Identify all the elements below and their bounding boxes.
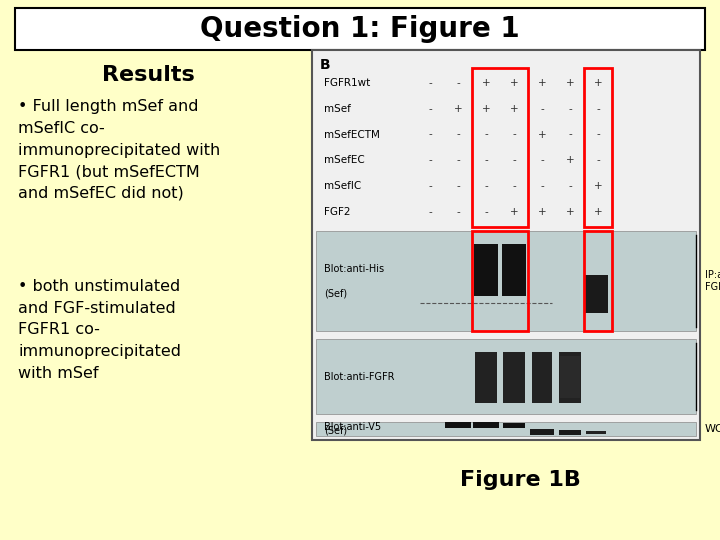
Text: -: - [428, 156, 432, 165]
Text: -: - [456, 181, 460, 191]
Text: -: - [540, 181, 544, 191]
Bar [15, 8, 705, 50]
Bar [316, 231, 696, 331]
Text: Results: Results [102, 65, 194, 85]
Text: WCL: WCL [705, 424, 720, 434]
Text: -: - [456, 207, 460, 217]
Text: -: - [596, 104, 600, 114]
Bar [559, 352, 581, 403]
Text: -: - [428, 181, 432, 191]
Text: -: - [484, 156, 488, 165]
Text: mSef: mSef [324, 104, 351, 114]
Text: -: - [428, 130, 432, 139]
Text: +: + [594, 207, 603, 217]
Text: Blot:anti-V5: Blot:anti-V5 [324, 422, 381, 432]
Text: mSefEC: mSefEC [324, 156, 365, 165]
Bar [584, 231, 612, 331]
Bar [475, 352, 497, 403]
Bar [312, 50, 700, 440]
Text: +: + [566, 207, 575, 217]
Text: +: + [538, 130, 546, 139]
Text: +: + [566, 78, 575, 88]
Bar [530, 429, 554, 435]
Text: -: - [456, 130, 460, 139]
Text: (Sef): (Sef) [324, 288, 347, 298]
Text: -: - [428, 207, 432, 217]
Text: Blot:anti-FGFR: Blot:anti-FGFR [324, 372, 395, 381]
Text: -: - [456, 156, 460, 165]
Text: +: + [594, 78, 603, 88]
Bar [559, 430, 581, 435]
Bar [474, 244, 498, 296]
Bar [502, 244, 526, 296]
Text: -: - [568, 130, 572, 139]
Bar [503, 423, 525, 428]
Text: FGF2: FGF2 [324, 207, 351, 217]
Text: • both unstimulated
and FGF-stimulated
FGFR1 co-
immunoprecipitated
with mSef: • both unstimulated and FGF-stimulated F… [18, 279, 181, 381]
Bar [445, 422, 471, 428]
Text: -: - [540, 104, 544, 114]
Text: -: - [512, 181, 516, 191]
Text: +: + [538, 78, 546, 88]
Bar [503, 352, 525, 403]
Text: -: - [484, 207, 488, 217]
Text: -: - [428, 104, 432, 114]
Bar [472, 231, 528, 331]
Bar [586, 431, 606, 434]
Bar [316, 339, 696, 414]
Text: -: - [456, 78, 460, 88]
Text: Question 1: Figure 1: Question 1: Figure 1 [200, 15, 520, 43]
Text: -: - [484, 181, 488, 191]
Text: mSefECTM: mSefECTM [324, 130, 380, 139]
Text: +: + [510, 104, 518, 114]
Text: B: B [320, 58, 330, 72]
Bar [532, 352, 552, 403]
Text: IP:anti-
FGFR: IP:anti- FGFR [705, 270, 720, 292]
Text: -: - [484, 130, 488, 139]
Bar [316, 422, 696, 436]
Text: -: - [568, 104, 572, 114]
Text: • Full length mSef and
mSefIC co-
immunoprecipitated with
FGFR1 (but mSefECTM
an: • Full length mSef and mSefIC co- immuno… [18, 99, 220, 201]
Text: +: + [594, 181, 603, 191]
Text: -: - [596, 130, 600, 139]
Text: -: - [428, 78, 432, 88]
Text: Blot:anti-His: Blot:anti-His [324, 264, 384, 274]
Text: -: - [512, 156, 516, 165]
Text: +: + [482, 78, 490, 88]
Text: +: + [454, 104, 462, 114]
Bar [473, 422, 499, 428]
Text: +: + [510, 78, 518, 88]
Text: FGFR1wt: FGFR1wt [324, 78, 370, 88]
Text: +: + [538, 207, 546, 217]
Bar [560, 356, 580, 397]
Text: -: - [512, 130, 516, 139]
Text: (Sef): (Sef) [324, 425, 347, 435]
Text: +: + [566, 156, 575, 165]
Text: +: + [510, 207, 518, 217]
Text: mSefIC: mSefIC [324, 181, 361, 191]
Text: Figure 1B: Figure 1B [459, 470, 580, 490]
Text: -: - [596, 156, 600, 165]
Text: -: - [540, 156, 544, 165]
Bar [584, 68, 612, 227]
Bar [584, 275, 608, 313]
Text: +: + [482, 104, 490, 114]
Text: -: - [568, 181, 572, 191]
Bar [472, 68, 528, 227]
